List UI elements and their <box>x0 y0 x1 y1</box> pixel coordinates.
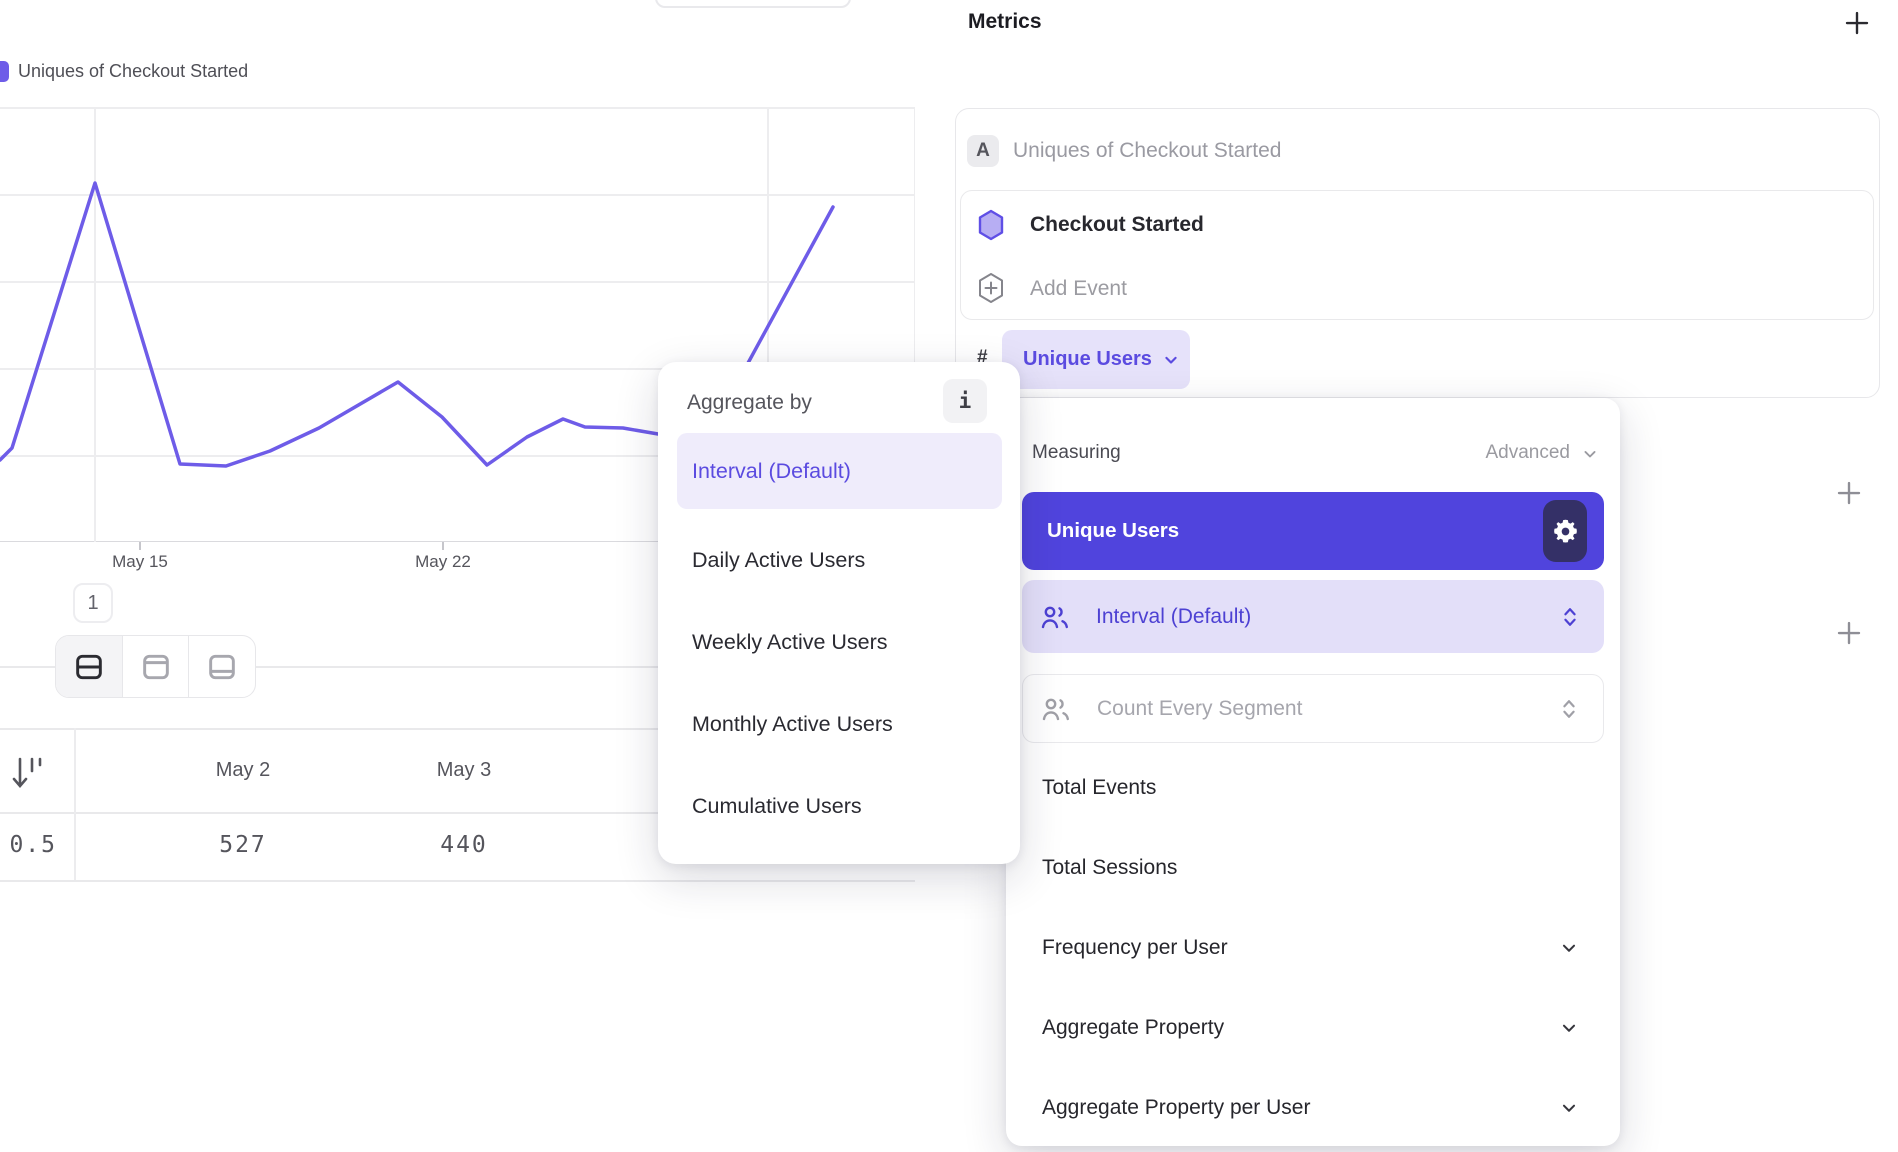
page-number-badge[interactable]: 1 <box>73 583 113 623</box>
measure-option-total-sessions[interactable]: Total Sessions <box>1042 856 1178 879</box>
select-updown-icon <box>1563 699 1575 718</box>
chevron-down-icon <box>1165 356 1177 364</box>
metric-letter-badge: A <box>967 135 999 167</box>
chevron-down-icon <box>1562 1024 1576 1032</box>
split-rows-icon <box>76 654 102 679</box>
aggregate-option-interval[interactable]: Interval (Default) <box>677 433 1002 509</box>
legend-label: Uniques of Checkout Started <box>18 61 249 81</box>
chart-line-svg <box>0 181 835 468</box>
x-tick <box>442 542 444 550</box>
aggregate-option-mau[interactable]: Monthly Active Users <box>692 711 893 736</box>
table-header-cell[interactable]: May 2 <box>215 759 271 781</box>
table-top-border <box>0 728 915 730</box>
measure-option-unique-users[interactable]: Unique Users <box>1022 492 1604 570</box>
add-event-hexagon-icon[interactable] <box>977 272 1005 304</box>
chevron-down-icon[interactable] <box>1580 444 1600 464</box>
advanced-toggle[interactable]: Advanced <box>1485 442 1570 463</box>
add-metric-icon[interactable] <box>1842 8 1872 38</box>
measure-option-total-events[interactable]: Total Events <box>1042 776 1157 799</box>
measure-option-aggregate-property[interactable]: Aggregate Property <box>1042 1007 1587 1049</box>
x-axis-labels: May 15 May 22 <box>0 542 915 582</box>
add-section-icon[interactable] <box>1834 478 1864 508</box>
measuring-title: Measuring <box>1032 442 1121 463</box>
plot-right-border <box>913 107 915 542</box>
x-tick <box>139 542 141 550</box>
gridline <box>0 368 915 370</box>
gridline <box>0 455 915 457</box>
layout-top-panel-button[interactable] <box>121 636 189 697</box>
layout-bottom-panel-button[interactable] <box>188 636 255 697</box>
measure-option-frequency-per-user[interactable]: Frequency per User <box>1042 927 1587 969</box>
table-column-separator <box>74 728 76 880</box>
measure-option-aggregate-property-per-user[interactable]: Aggregate Property per User <box>1042 1087 1587 1129</box>
measure-dropdown-button[interactable]: Unique Users <box>1002 330 1190 389</box>
users-icon <box>1041 606 1068 628</box>
aggregate-by-popup: Aggregate by i Interval (Default) Daily … <box>658 362 1020 864</box>
metrics-panel-title: Metrics <box>968 10 1042 33</box>
event-hexagon-icon <box>978 209 1004 241</box>
info-icon[interactable]: i <box>943 379 987 423</box>
toolbar-button-cut[interactable] <box>655 0 851 8</box>
sort-descending-icon[interactable] <box>11 754 45 794</box>
measure-interval-select[interactable]: Interval (Default) <box>1022 580 1604 653</box>
aggregate-option-cumulative[interactable]: Cumulative Users <box>692 793 862 818</box>
measuring-popup: Measuring Advanced Unique Users Interval… <box>1006 398 1620 1146</box>
layout-split-rows-button[interactable] <box>56 636 122 697</box>
table-row-label: 0.5 <box>9 832 57 858</box>
aggregate-option-dau[interactable]: Daily Active Users <box>692 547 866 572</box>
bottom-panel-icon <box>209 654 235 679</box>
panel-divider <box>0 666 915 668</box>
measure-segment-select[interactable]: Count Every Segment <box>1022 674 1604 743</box>
gridline <box>0 194 915 196</box>
add-event-button[interactable]: Add Event <box>1030 277 1127 300</box>
measure-settings-button[interactable] <box>1543 500 1587 562</box>
chevron-down-icon <box>1562 944 1576 952</box>
top-panel-icon <box>142 654 169 679</box>
table-bottom-border <box>0 880 915 882</box>
legend-swatch <box>0 61 9 82</box>
users-icon <box>1042 698 1069 720</box>
table-header-cell[interactable]: May 3 <box>436 759 492 781</box>
table-cell: 440 <box>440 832 488 858</box>
gridline <box>94 107 96 542</box>
gridline <box>0 107 915 109</box>
gridline <box>0 281 915 283</box>
measure-dropdown-label: Unique Users <box>1023 348 1152 370</box>
hash-prefix: # <box>977 347 988 368</box>
x-tick-label: May 15 <box>112 552 168 571</box>
aggregate-by-title: Aggregate by <box>687 391 812 414</box>
metric-card-title[interactable]: Uniques of Checkout Started <box>1013 139 1282 162</box>
line-chart[interactable] <box>0 107 915 550</box>
chevron-down-icon <box>1562 1104 1576 1112</box>
event-list-card <box>960 190 1874 320</box>
table-header-border <box>0 812 915 814</box>
add-section-icon[interactable] <box>1834 618 1864 648</box>
select-updown-icon <box>1564 607 1576 626</box>
table-cell: 527 <box>219 832 267 858</box>
aggregate-option-wau[interactable]: Weekly Active Users <box>692 629 888 654</box>
layout-toggle-group <box>55 635 256 698</box>
x-tick-label: May 22 <box>415 552 471 571</box>
x-axis <box>0 540 915 542</box>
gear-icon <box>1553 519 1577 543</box>
event-name[interactable]: Checkout Started <box>1030 213 1204 236</box>
